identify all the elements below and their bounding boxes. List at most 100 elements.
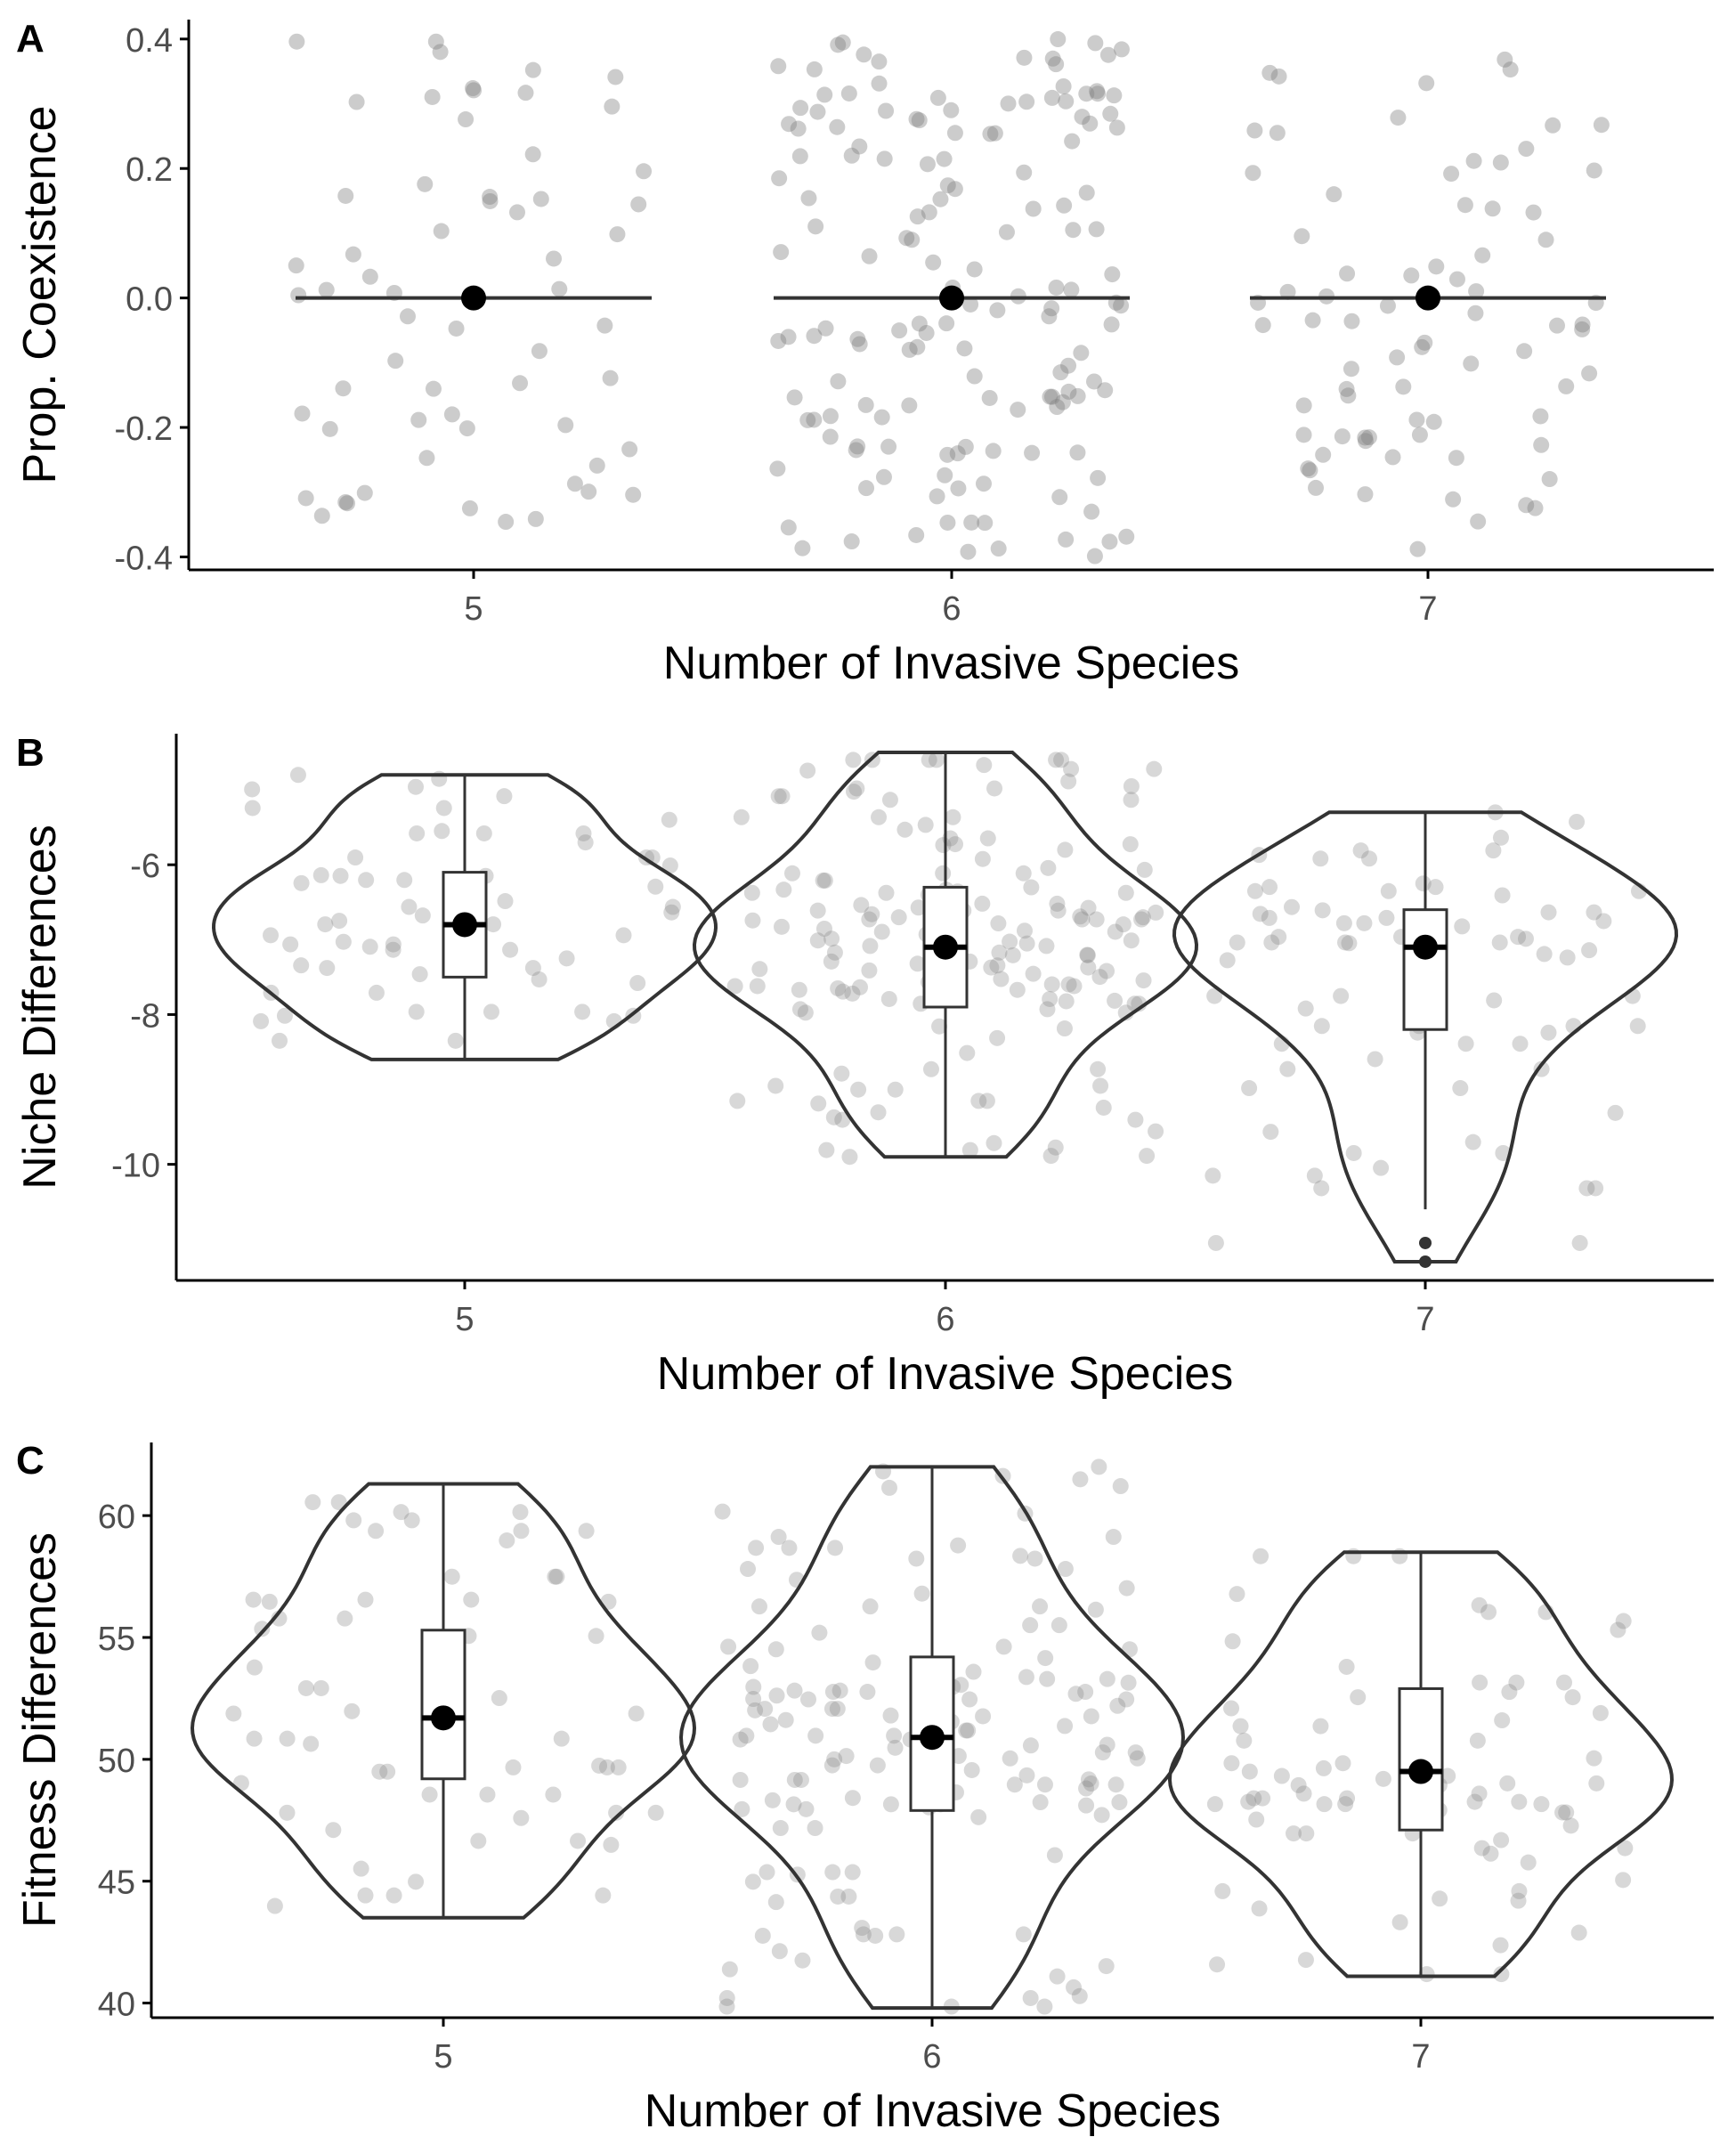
data-point <box>448 320 465 337</box>
data-point <box>1312 850 1329 867</box>
data-point <box>513 1523 530 1540</box>
data-point <box>244 781 261 798</box>
data-point <box>588 1628 604 1645</box>
data-point <box>1050 31 1067 48</box>
data-point <box>1540 904 1557 921</box>
data-point <box>524 146 541 163</box>
data-point <box>781 116 798 133</box>
data-point <box>911 315 928 332</box>
data-point <box>982 126 999 142</box>
data-point <box>1056 197 1073 214</box>
data-point <box>499 1532 515 1549</box>
data-point <box>458 420 475 437</box>
data-point <box>548 1568 565 1585</box>
data-point <box>1502 61 1519 78</box>
data-point <box>1304 312 1321 329</box>
data-point <box>1032 1598 1049 1615</box>
data-point <box>1077 1684 1094 1701</box>
data-point <box>303 1735 320 1752</box>
data-point <box>553 1730 570 1747</box>
data-point <box>1581 365 1598 382</box>
data-point <box>591 1757 608 1774</box>
data-point <box>261 1593 278 1610</box>
violin <box>211 773 718 1061</box>
data-point <box>1016 49 1033 66</box>
data-point <box>1107 923 1124 940</box>
data-point <box>1494 1712 1511 1729</box>
data-point <box>873 409 890 426</box>
data-point <box>861 248 878 264</box>
data-point <box>774 918 791 935</box>
data-point <box>602 370 619 386</box>
data-point <box>1448 271 1465 288</box>
data-point <box>966 261 983 278</box>
data-point <box>977 515 994 532</box>
data-point <box>1099 1670 1115 1687</box>
data-point <box>1375 1770 1391 1787</box>
data-point <box>577 834 594 851</box>
data-point <box>822 408 839 425</box>
data-point <box>1139 1148 1156 1165</box>
data-point <box>1360 429 1377 446</box>
data-point <box>901 341 918 358</box>
data-point <box>975 475 992 492</box>
data-point <box>505 1759 522 1775</box>
violin <box>190 1482 697 1920</box>
data-point <box>1559 949 1576 966</box>
data-point <box>1002 1750 1018 1767</box>
data-point <box>1090 469 1107 486</box>
data-point <box>628 1705 645 1722</box>
data-point <box>1079 947 1096 963</box>
data-point <box>768 1687 785 1704</box>
data-point <box>901 397 918 414</box>
data-point <box>786 1682 803 1699</box>
data-point <box>966 368 983 385</box>
data-point <box>718 1998 735 2015</box>
data-point <box>1241 1763 1258 1780</box>
data-point <box>1095 1099 1112 1116</box>
data-point <box>1586 904 1602 921</box>
data-point <box>970 1093 987 1109</box>
data-point <box>1511 1793 1528 1810</box>
data-point <box>332 867 349 884</box>
data-point <box>807 1820 823 1837</box>
data-point <box>939 177 956 194</box>
data-point <box>1224 1633 1241 1650</box>
x-axis-title: Number of Invasive Species <box>657 1348 1233 1400</box>
mean-point <box>1408 1759 1433 1784</box>
data-point <box>385 941 402 958</box>
data-point <box>276 1007 293 1024</box>
y-tick-label: -0.2 <box>115 410 173 448</box>
data-point <box>748 1540 765 1556</box>
data-point <box>1326 186 1343 203</box>
data-point <box>588 457 605 474</box>
data-point <box>764 1792 781 1808</box>
data-point <box>783 865 800 882</box>
data-point <box>1136 861 1153 878</box>
data-point <box>880 438 897 455</box>
data-point <box>433 223 450 240</box>
data-point <box>1101 533 1118 550</box>
data-point <box>871 75 888 92</box>
data-point <box>1464 1134 1481 1150</box>
data-point <box>773 244 790 261</box>
data-point <box>806 411 823 428</box>
data-point <box>1493 1832 1510 1849</box>
data-point <box>361 268 378 285</box>
data-point <box>946 181 963 198</box>
data-point <box>1334 428 1351 445</box>
data-point <box>729 1093 746 1109</box>
data-point <box>1516 343 1533 360</box>
data-point <box>1069 444 1086 461</box>
data-point <box>794 1952 811 1969</box>
data-point <box>749 978 766 995</box>
data-point <box>1246 122 1263 139</box>
data-point <box>615 927 632 944</box>
data-point <box>1593 117 1610 134</box>
data-point <box>1343 361 1359 378</box>
data-point <box>809 103 826 120</box>
data-point <box>1471 1597 1488 1613</box>
data-point <box>1279 1060 1296 1077</box>
data-point <box>850 1081 867 1098</box>
data-point <box>818 1142 835 1158</box>
